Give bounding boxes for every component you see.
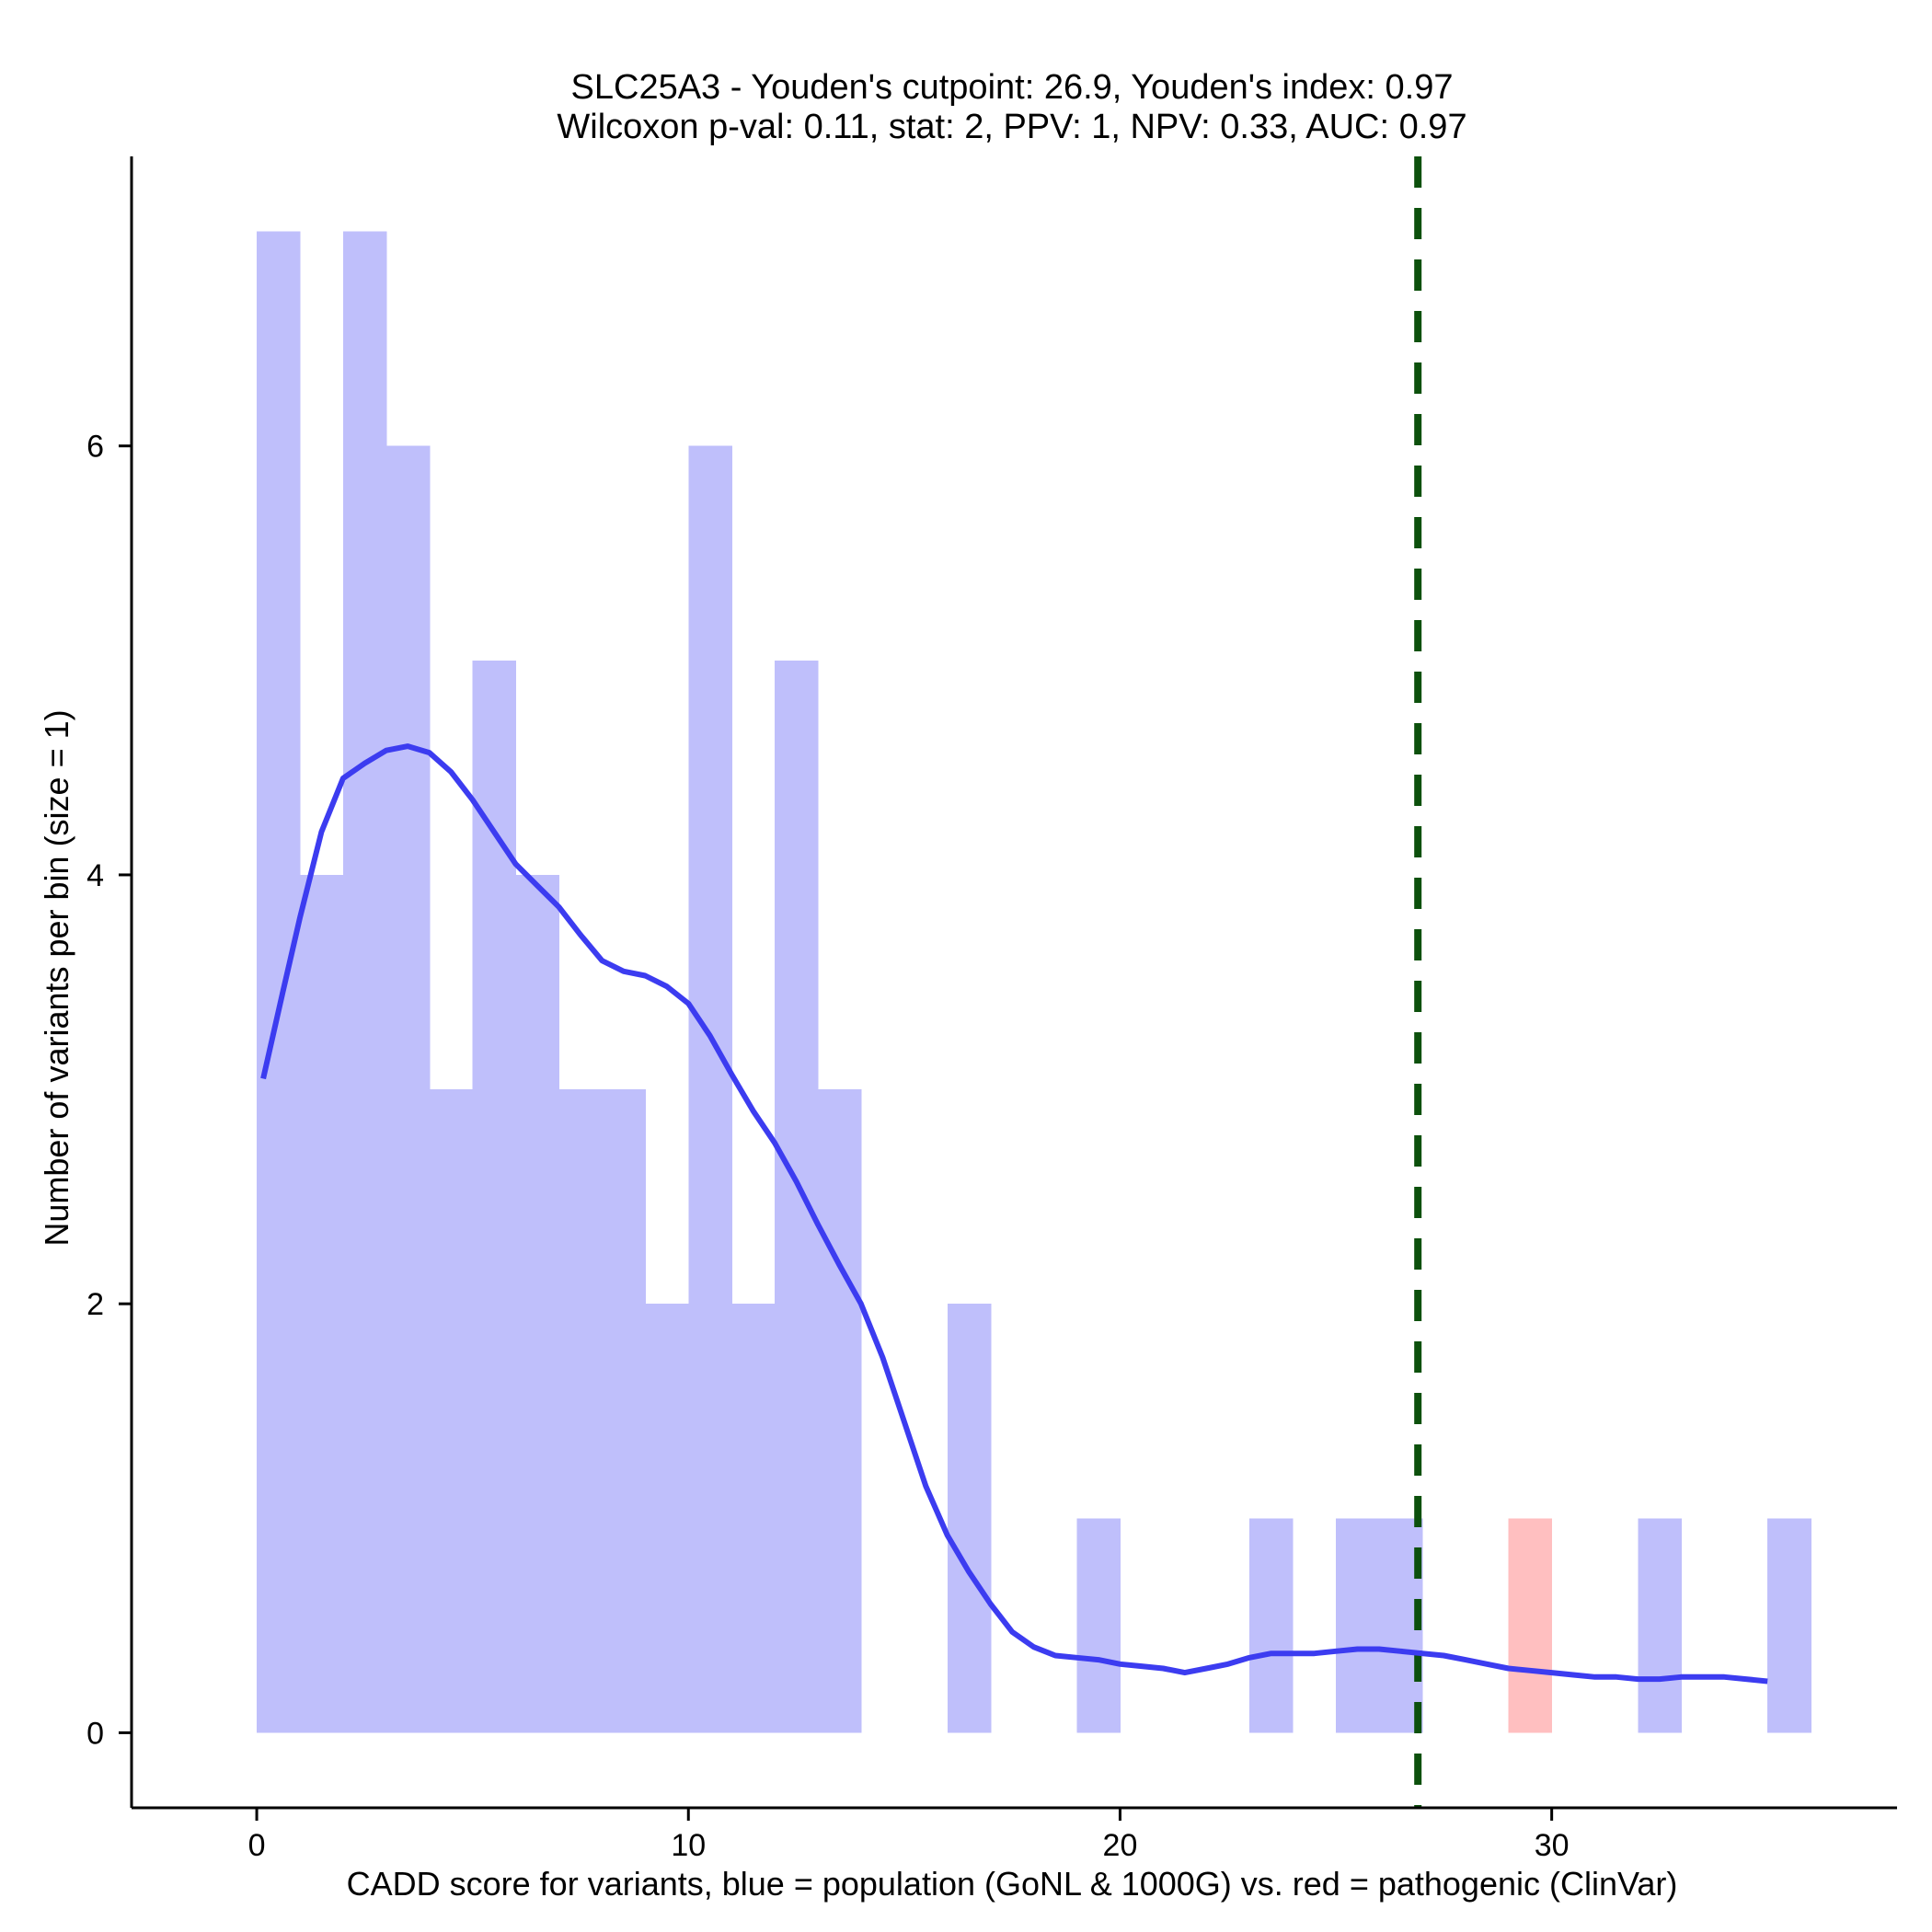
population-bar xyxy=(515,874,560,1733)
population-bar xyxy=(1249,1518,1294,1733)
bars-layer xyxy=(257,231,1811,1733)
y-tick-label: 6 xyxy=(86,430,104,465)
pathogenic-bar xyxy=(1508,1518,1553,1733)
population-bar xyxy=(1767,1518,1811,1733)
population-bar xyxy=(472,660,517,1733)
x-axis-label: CADD score for variants, blue = populati… xyxy=(347,1865,1678,1903)
population-bar xyxy=(429,1089,474,1733)
y-tick-label: 4 xyxy=(86,858,104,893)
population-bar xyxy=(731,1304,776,1733)
x-tick-label: 10 xyxy=(671,1828,706,1863)
population-bar xyxy=(558,1089,604,1733)
population-bar xyxy=(688,445,732,1733)
population-bar xyxy=(1638,1518,1683,1733)
population-bar xyxy=(299,874,344,1733)
y-ticks-layer: 0 2 4 6 xyxy=(86,430,132,1751)
population-bar xyxy=(1336,1518,1380,1733)
population-bar xyxy=(602,1089,646,1733)
population-bar xyxy=(775,660,819,1733)
population-bar xyxy=(1076,1518,1121,1733)
x-tick-label: 0 xyxy=(248,1828,266,1863)
population-bar xyxy=(385,445,431,1733)
y-tick-label: 0 xyxy=(86,1716,104,1751)
population-bar xyxy=(645,1304,689,1733)
y-axis-label: Number of variants per bin (size = 1) xyxy=(38,709,75,1246)
x-ticks-layer: 0 10 20 30 xyxy=(248,1808,1570,1863)
population-bar xyxy=(947,1304,992,1733)
population-bar xyxy=(818,1089,862,1733)
density-layer xyxy=(260,743,1768,1685)
chart-title-line1: SLC25A3 - Youden's cutpoint: 26.9, Youde… xyxy=(571,68,1454,107)
y-tick-label: 2 xyxy=(86,1287,104,1322)
x-tick-label: 30 xyxy=(1535,1828,1570,1863)
population-bar xyxy=(342,231,387,1733)
chart-title-line2: Wilcoxon p-val: 0.11, stat: 2, PPV: 1, N… xyxy=(557,108,1466,146)
density-curve xyxy=(260,743,1768,1685)
x-tick-label: 20 xyxy=(1103,1828,1138,1863)
population-bar xyxy=(257,231,301,1733)
